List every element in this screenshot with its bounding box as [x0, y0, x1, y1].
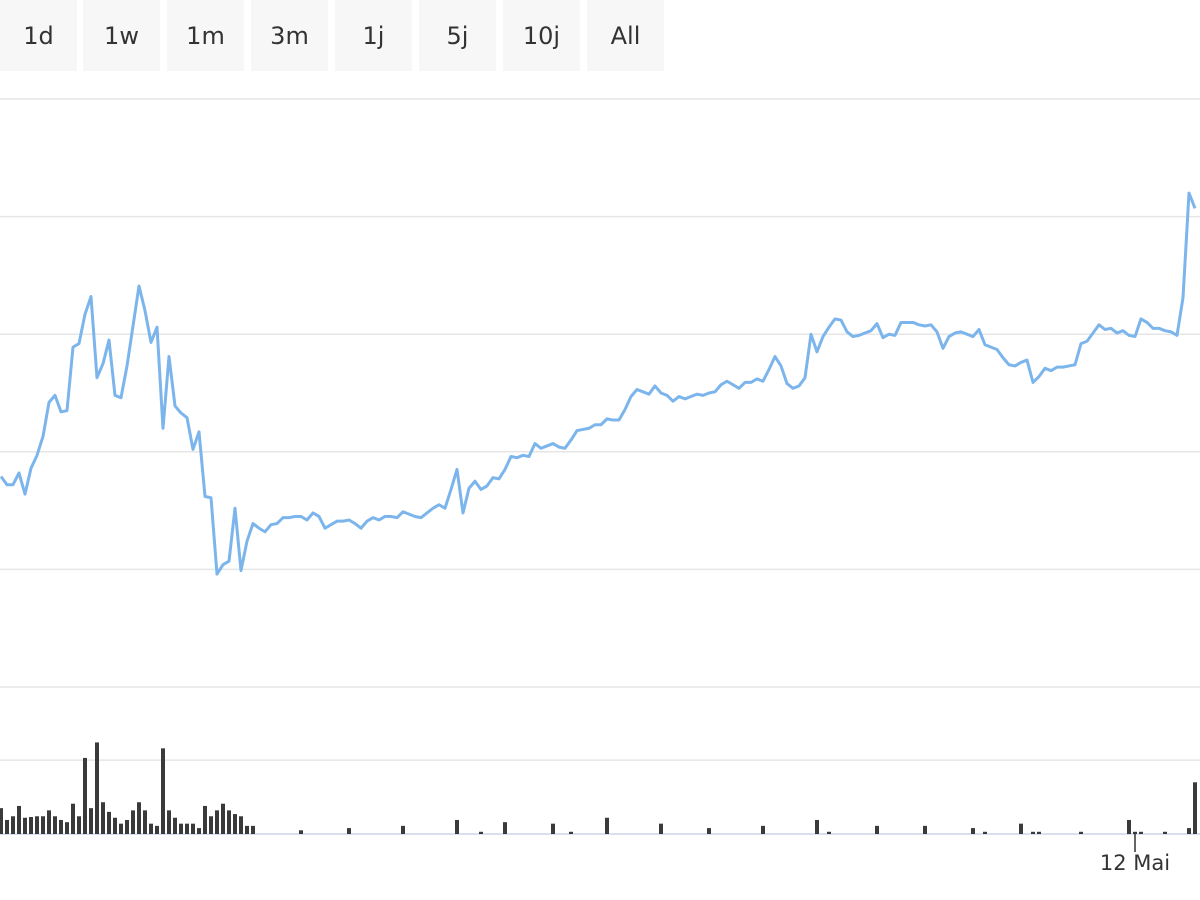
volume-bar: [233, 814, 237, 834]
volume-bar: [347, 828, 351, 834]
volume-bar: [83, 757, 87, 834]
volume-bar: [149, 823, 153, 834]
volume-bar: [53, 816, 57, 834]
volume-bar: [137, 802, 141, 834]
volume-bar: [299, 830, 303, 834]
volume-bar: [101, 802, 105, 834]
volume-bar: [179, 823, 183, 834]
volume-bar: [227, 810, 231, 834]
volume-bar: [143, 810, 147, 834]
volume-bar: [167, 810, 171, 834]
volume-bar: [827, 831, 831, 834]
volume-bar: [1019, 823, 1023, 834]
volume-bar: [197, 828, 201, 834]
volume-bar: [89, 808, 93, 834]
volume-bar: [1031, 831, 1035, 834]
volume-bar: [1139, 831, 1143, 834]
volume-bar: [173, 817, 177, 834]
volume-bar: [113, 817, 117, 834]
volume-bar: [59, 819, 63, 834]
volume-bar: [29, 817, 33, 834]
volume-bar: [455, 819, 459, 834]
volume-bar: [5, 819, 9, 834]
volume-bar: [47, 810, 51, 834]
range-button[interactable]: 1w: [83, 0, 160, 71]
volume-bar: [119, 823, 123, 834]
range-button[interactable]: 1d: [0, 0, 77, 71]
volume-bar: [479, 831, 483, 834]
range-button[interactable]: 10j: [503, 0, 580, 71]
volume-bar: [251, 825, 255, 834]
range-button[interactable]: 3m: [251, 0, 328, 71]
volume-bar: [209, 816, 213, 834]
volume-bar: [605, 817, 609, 834]
volume-bar: [239, 816, 243, 834]
range-button[interactable]: 1j: [335, 0, 412, 71]
volume-bar: [1163, 831, 1167, 834]
volume-bar: [1079, 831, 1083, 834]
range-button[interactable]: All: [587, 0, 664, 71]
volume-bar: [41, 816, 45, 834]
volume-bar: [11, 816, 15, 834]
volume-bar: [1187, 828, 1191, 834]
volume-bar: [191, 823, 195, 834]
price-line: [0, 191, 1197, 576]
volume-bar: [221, 803, 225, 834]
volume-bar: [17, 805, 21, 834]
volume-bar: [1193, 782, 1197, 834]
volume-bar: [971, 828, 975, 834]
volume-bar: [35, 816, 39, 834]
volume-bar: [65, 822, 69, 834]
volume-bar: [71, 803, 75, 834]
volume-bar: [923, 825, 927, 834]
volume-bar: [761, 825, 765, 834]
volume-bar: [161, 748, 165, 834]
volume-bar: [1127, 819, 1131, 834]
volume-bar: [107, 811, 111, 834]
volume-bar: [95, 742, 99, 834]
volume-bar: [1133, 831, 1137, 834]
volume-bar: [215, 810, 219, 834]
volume-bar: [551, 823, 555, 834]
volume-bar: [245, 825, 249, 834]
volume-bar: [659, 823, 663, 834]
volume-bar: [569, 831, 573, 834]
volume-bar: [77, 816, 81, 834]
volume-bar: [1037, 831, 1041, 834]
volume-bar: [203, 805, 207, 834]
range-button[interactable]: 5j: [419, 0, 496, 71]
volume-bar: [815, 819, 819, 834]
volume-bar: [0, 808, 3, 834]
volume-bar: [707, 828, 711, 834]
volume-bar: [875, 825, 879, 834]
volume-bar: [185, 823, 189, 834]
volume-bar: [23, 817, 27, 834]
range-button[interactable]: 1m: [167, 0, 244, 71]
volume-bar: [401, 825, 405, 834]
volume-bar: [131, 810, 135, 834]
volume-bar: [125, 819, 129, 834]
x-tick-label: 12 Mai: [1100, 851, 1170, 875]
volume-bar: [155, 825, 159, 834]
volume-bar: [503, 822, 507, 834]
volume-bar: [983, 831, 987, 834]
